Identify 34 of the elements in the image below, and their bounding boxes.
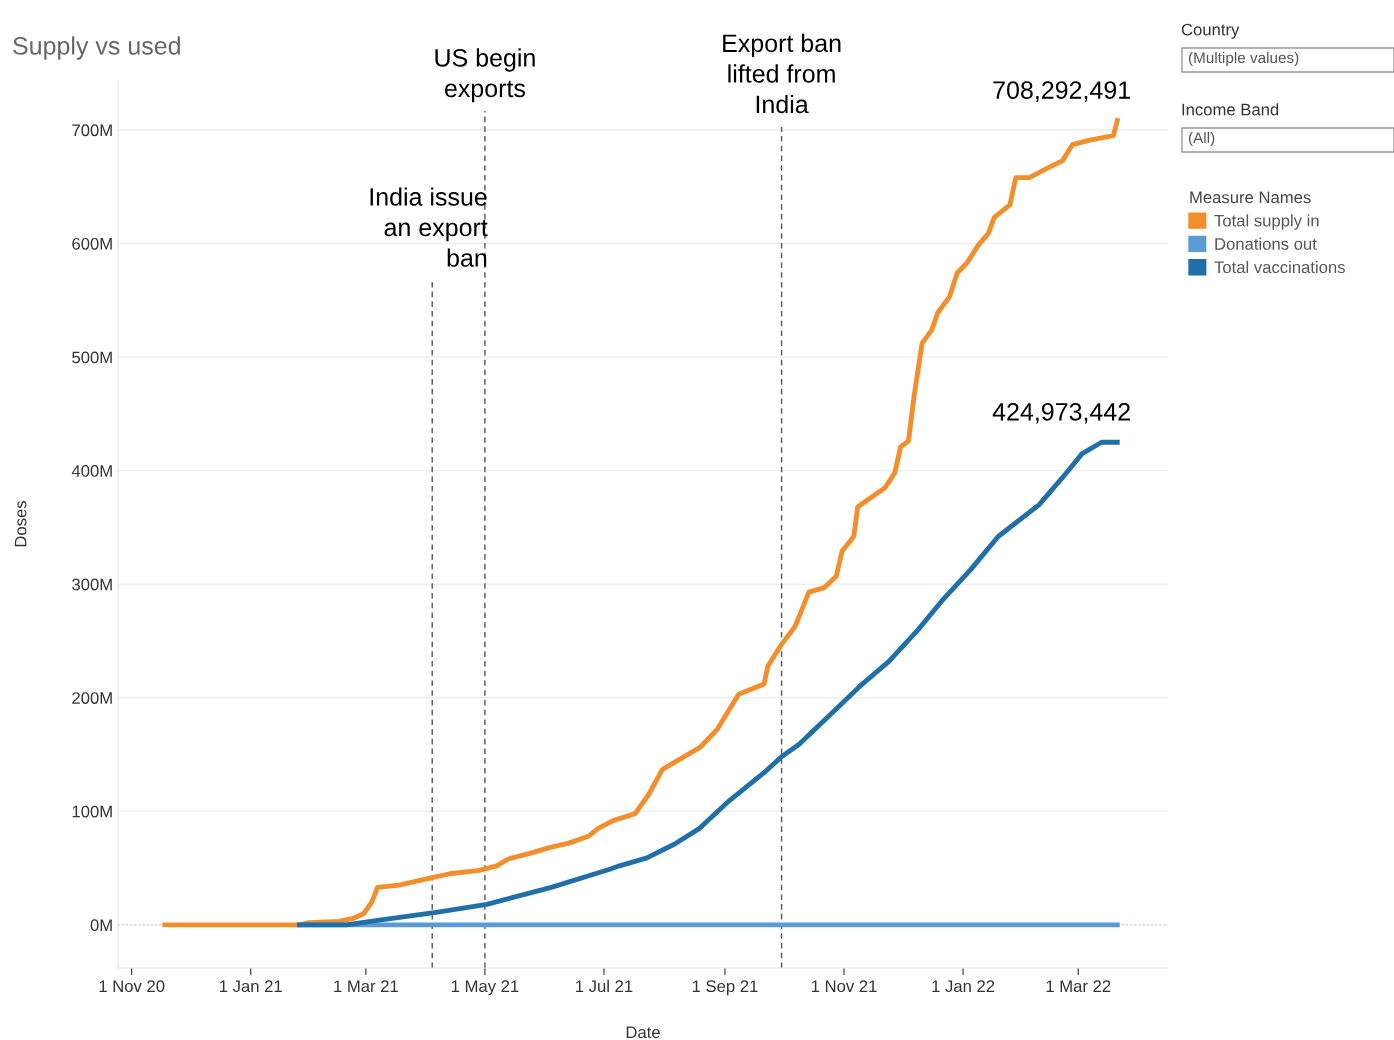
text: (Multiple values) <box>1188 51 1299 67</box>
y-tick-label: 200M <box>72 692 112 704</box>
annotation: 708,292,491 <box>993 81 1130 102</box>
y-tick-label: 500M <box>72 351 112 364</box>
legend-label: Total vaccinations <box>1214 260 1345 274</box>
legend-title: Measure Names <box>1190 191 1311 204</box>
y-tick-label: 400M <box>71 465 112 477</box>
y-tick-label: 0M <box>90 919 112 932</box>
x-tick-label: 1 Jul 21 <box>576 979 633 993</box>
y-tick-label: 100M <box>72 805 112 818</box>
x-tick-label: 1 Nov 21 <box>811 980 877 993</box>
x-tick-label: 1 Sep 21 <box>692 980 758 996</box>
text: Country <box>1181 23 1240 39</box>
x-tick-label: 1 Mar 22 <box>1046 980 1111 993</box>
y-tick-label: 600M <box>72 237 112 250</box>
ref-line-label: US begin exports <box>435 48 535 103</box>
legend-label: Total supply in <box>1214 214 1319 230</box>
legend-label: Donations out <box>1215 237 1317 250</box>
x-tick-label: 1 Mar 21 <box>334 980 398 993</box>
x-tick-label: 1 May 21 <box>451 980 519 996</box>
y-tick-label: 700M <box>72 124 112 137</box>
x-tick-label: 1 Jan 21 <box>220 980 282 993</box>
text: Income Band <box>1182 103 1279 116</box>
chart-title: Supply vs used <box>13 36 180 60</box>
y-axis-title: Doses <box>14 500 27 547</box>
y-tick-label: 300M <box>72 578 112 591</box>
line-series <box>297 439 1120 928</box>
annotation: 424,973,442 <box>992 402 1130 424</box>
ref-line-label: Export ban lifted from India <box>723 33 841 114</box>
ref-line-label: India issue an export ban <box>370 187 488 267</box>
x-tick-label: 1 Nov 20 <box>99 980 165 993</box>
text: (All) <box>1188 131 1215 147</box>
x-tick-label: 1 Jan 22 <box>932 980 995 993</box>
x-axis-title: Date <box>626 1026 660 1039</box>
